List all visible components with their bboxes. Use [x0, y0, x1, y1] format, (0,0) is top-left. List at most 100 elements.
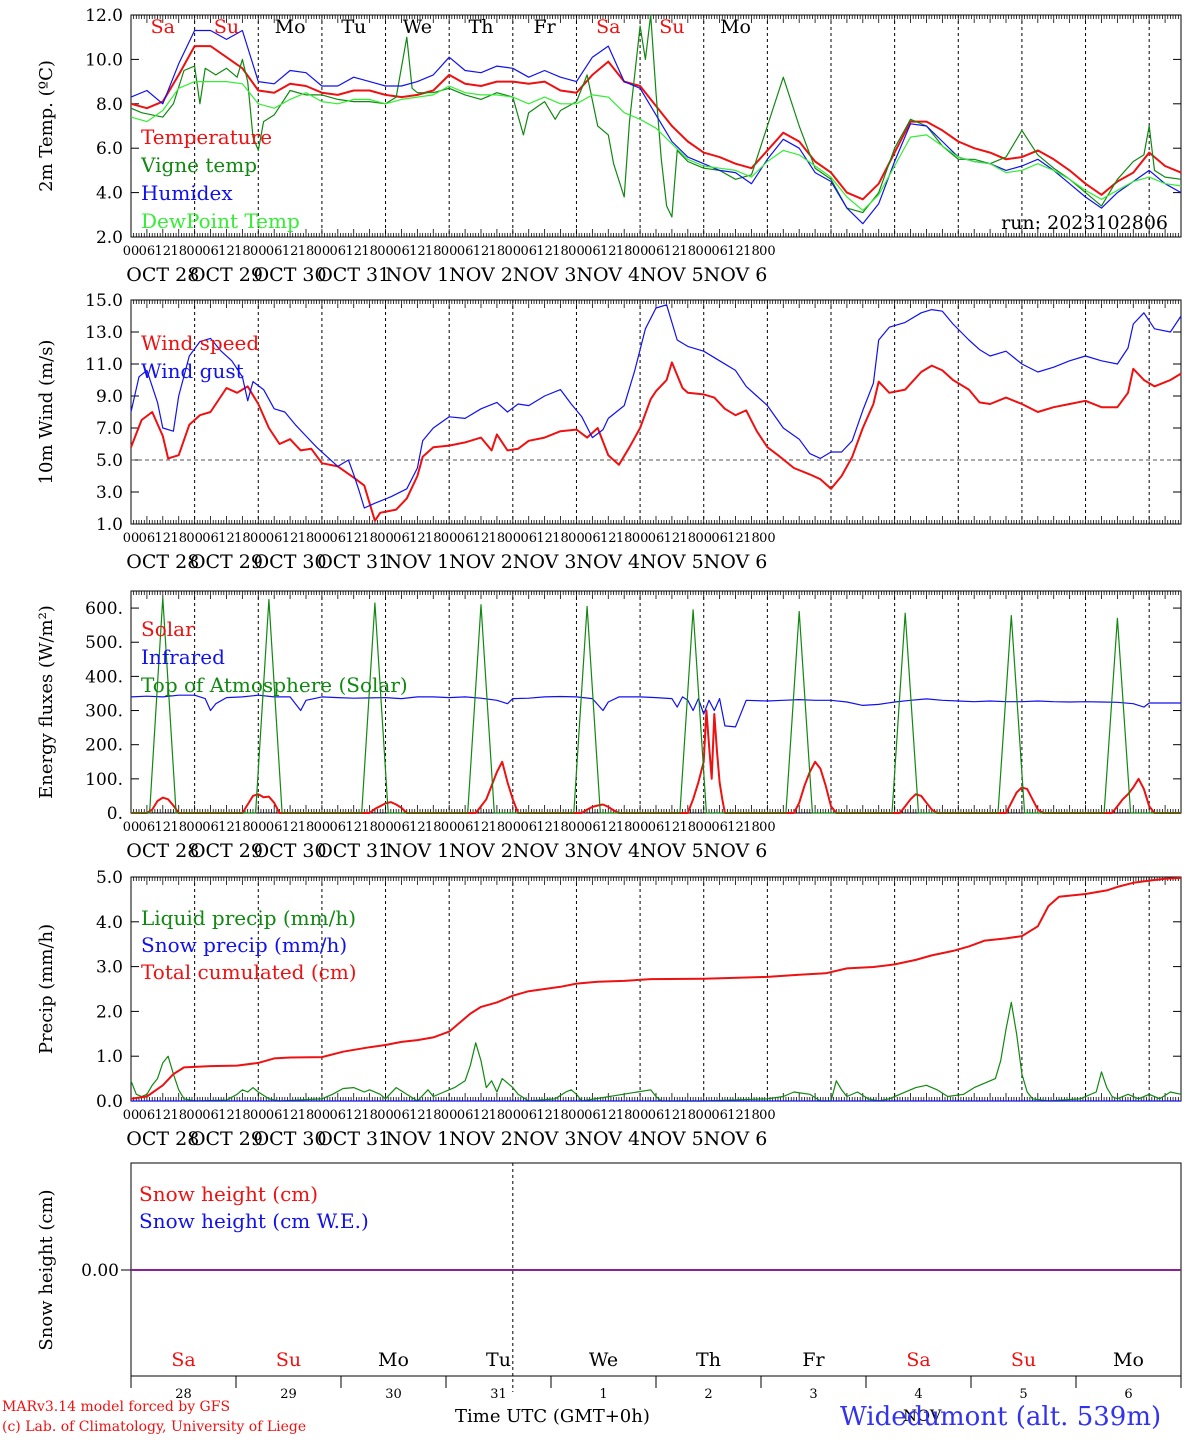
y-tick-label: 1.0: [96, 515, 123, 535]
date-tick-label: NOV 2: [449, 551, 513, 573]
hour-tick-label: 18: [743, 244, 760, 259]
hour-tick-label: 06: [139, 820, 156, 835]
hour-tick-label: 12: [473, 244, 490, 259]
hour-tick-label: 00: [695, 1108, 712, 1123]
y-axis-label: Precip (mm/h): [36, 924, 57, 1054]
day-number-label: 29: [280, 1387, 297, 1402]
hour-tick-label: 00: [568, 1108, 585, 1123]
hour-tick-label: 12: [473, 820, 490, 835]
date-tick-label: NOV 5: [640, 264, 704, 286]
hour-tick-label: 00: [123, 820, 140, 835]
hour-tick-label: 06: [457, 820, 474, 835]
hour-tick-label: 12: [282, 820, 299, 835]
day-name-label: Mo: [1113, 1349, 1144, 1371]
y-tick-label: 11.0: [85, 355, 123, 375]
y-tick-label: 9.0: [96, 387, 123, 407]
date-tick-label: NOV 5: [640, 551, 704, 573]
hour-tick-label: 18: [298, 820, 315, 835]
hour-tick-label: 12: [345, 820, 362, 835]
legend-entry: Total cumulated (cm): [141, 960, 357, 984]
y-tick-label: 500.: [85, 633, 123, 653]
time-axis-label: Time UTC (GMT+0h): [455, 1406, 650, 1427]
lab-credit: (c) Lab. of Climatology, University of L…: [2, 1419, 307, 1435]
y-tick-label: 12.0: [85, 6, 123, 26]
hour-tick-label: 06: [393, 1108, 410, 1123]
date-tick-label: OCT 31: [317, 840, 390, 862]
hour-tick-label: 06: [330, 1108, 347, 1123]
hour-tick-label: 00: [632, 531, 649, 546]
date-tick-label: NOV 6: [704, 551, 768, 573]
hour-tick-label: 06: [520, 820, 537, 835]
hour-tick-label: 00: [441, 244, 458, 259]
hour-tick-label: 12: [473, 531, 490, 546]
hour-tick-label: 06: [393, 820, 410, 835]
y-tick-label: 2.0: [96, 1002, 123, 1022]
hour-tick-label: 12: [600, 244, 617, 259]
hour-tick-label: 06: [457, 531, 474, 546]
hour-tick-label: 06: [520, 531, 537, 546]
legend-entry: Snow height (cm W.E.): [139, 1209, 369, 1233]
hour-tick-label: 00: [314, 531, 331, 546]
hour-tick-label: 06: [139, 531, 156, 546]
hour-tick-label: 18: [552, 531, 569, 546]
hour-tick-label: 06: [202, 531, 219, 546]
hour-tick-label: 12: [218, 531, 235, 546]
hour-tick-label: 12: [409, 531, 426, 546]
series-line: [130, 45, 1182, 201]
y-tick-label: 0.0: [96, 1092, 123, 1112]
hour-tick-label: 18: [234, 244, 251, 259]
hour-tick-label: 12: [345, 531, 362, 546]
hour-tick-label: 18: [234, 1108, 251, 1123]
day-number-label: 1: [599, 1387, 607, 1402]
panel-frame: [130, 14, 1182, 238]
hour-tick-label: 00: [377, 1108, 394, 1123]
hour-tick-label: 18: [680, 820, 697, 835]
y-tick-label: 2.0: [96, 228, 123, 248]
hour-tick-label: 06: [711, 244, 728, 259]
y-tick-label: 1.0: [96, 1047, 123, 1067]
y-axis-label: 10m Wind (m/s): [36, 340, 57, 485]
day-name-label: Tu: [341, 16, 366, 38]
hour-tick-label: 00: [568, 244, 585, 259]
hour-tick-label: 12: [409, 1108, 426, 1123]
hour-tick-label: 00: [505, 244, 522, 259]
hour-tick-label: 12: [727, 531, 744, 546]
date-tick-label: OCT 29: [190, 840, 263, 862]
panel-frame: [130, 299, 1182, 525]
hour-tick-label: 18: [552, 820, 569, 835]
y-axis-label: Energy fluxes (W/m²): [36, 605, 57, 799]
day-name-label: Sa: [151, 16, 175, 38]
hour-tick-label: 00: [186, 820, 203, 835]
hour-tick-label: 00: [123, 531, 140, 546]
month-label-bottom: NOV: [903, 1406, 942, 1425]
hour-tick-label: 06: [648, 531, 665, 546]
day-number-label: 28: [175, 1387, 192, 1402]
legend-entry: Wind speed: [141, 331, 259, 355]
legend-entry: Top of Atmosphere (Solar): [141, 673, 408, 697]
hour-tick-label: 12: [600, 531, 617, 546]
date-tick-label: NOV 3: [513, 551, 577, 573]
hour-tick-label: 00: [568, 820, 585, 835]
y-tick-label: 100.: [85, 770, 123, 790]
date-tick-label: NOV 4: [576, 1128, 640, 1150]
date-tick-label: OCT 30: [254, 264, 327, 286]
model-credit: MARv3.14 model forced by GFS: [2, 1399, 231, 1415]
hour-tick-label: 06: [393, 244, 410, 259]
hour-tick-label: 06: [266, 1108, 283, 1123]
hour-tick-label: 00: [632, 820, 649, 835]
hour-tick-label: 12: [282, 244, 299, 259]
hour-tick-label: 12: [218, 820, 235, 835]
hour-tick-label: 06: [330, 531, 347, 546]
date-tick-label: OCT 30: [254, 1128, 327, 1150]
hour-tick-label: 18: [489, 820, 506, 835]
series-line: [130, 361, 1182, 522]
series-line: [131, 597, 1181, 814]
hour-tick-label: 00: [505, 1108, 522, 1123]
hour-tick-label: 06: [266, 244, 283, 259]
date-tick-label: NOV 2: [449, 264, 513, 286]
day-number-label: 30: [385, 1387, 402, 1402]
hour-tick-label: 18: [170, 531, 187, 546]
hour-tick-label: 06: [330, 244, 347, 259]
day-number-label: 3: [809, 1387, 817, 1402]
